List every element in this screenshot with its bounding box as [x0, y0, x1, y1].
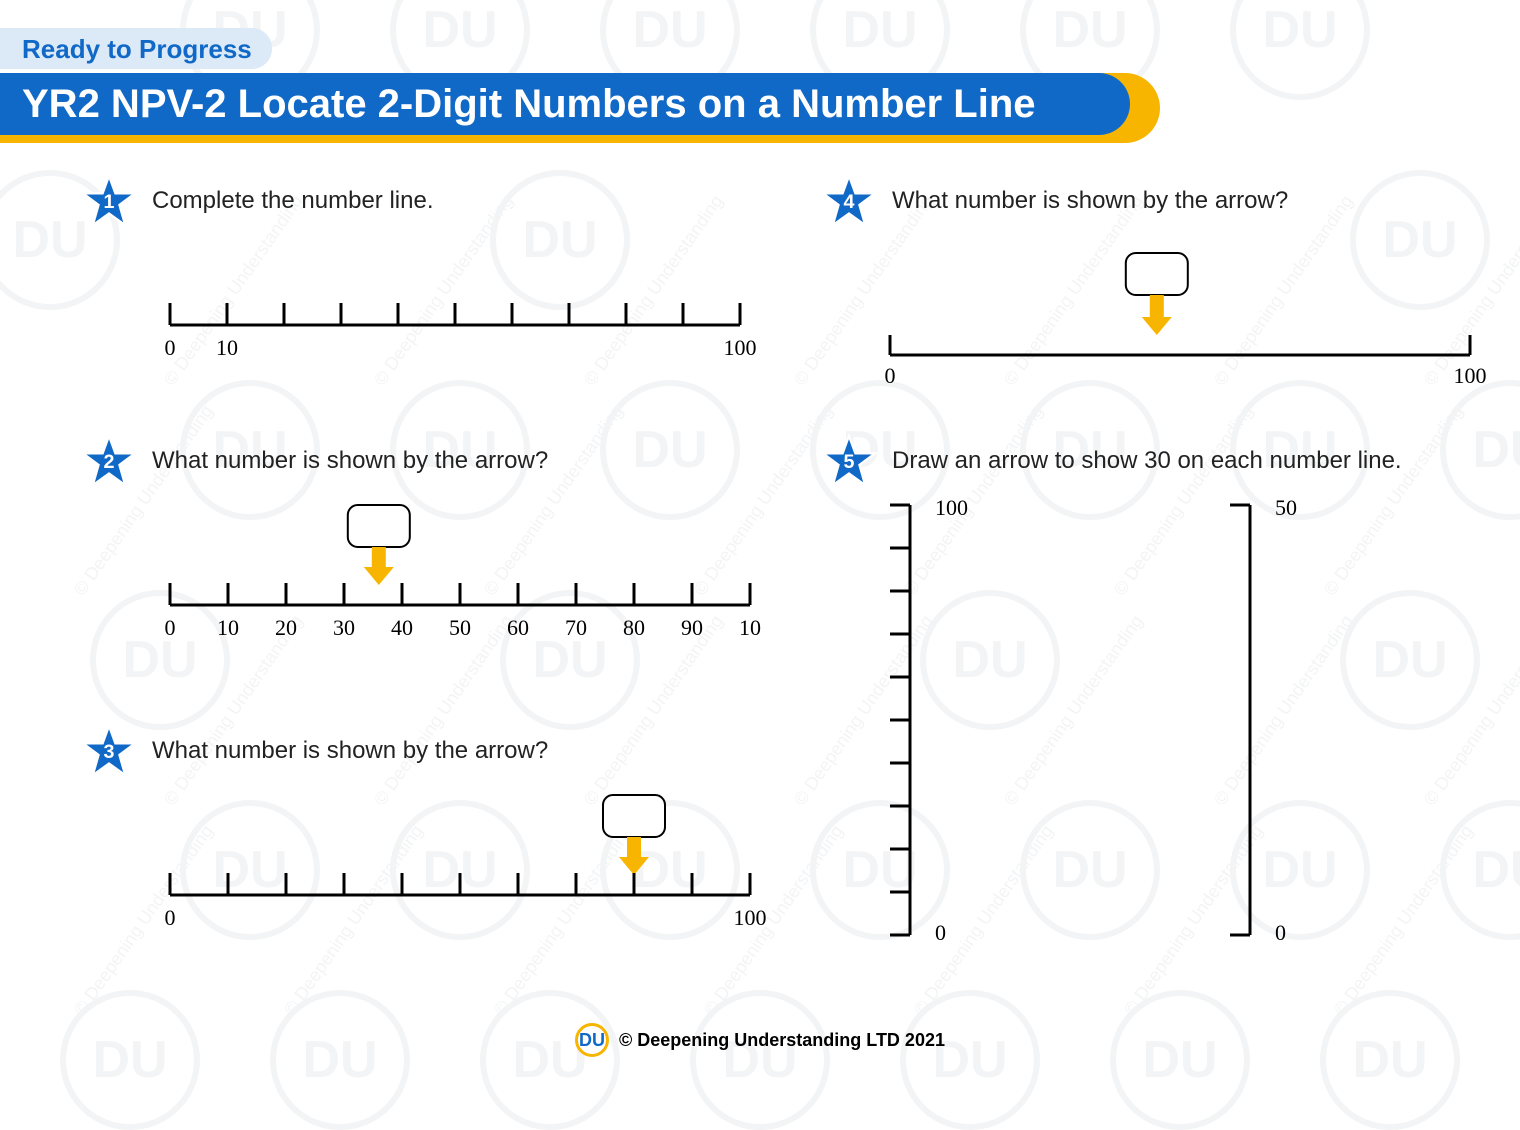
footer-logo: DU	[575, 1023, 609, 1057]
copyright-text: © Deepening Understanding LTD 2021	[619, 1030, 945, 1051]
tick-label: 70	[565, 615, 587, 640]
tick-label: 50	[449, 615, 471, 640]
star-icon: 3	[80, 723, 138, 781]
title-bar: YR2 NPV-2 Locate 2-Digit Numbers on a Nu…	[0, 73, 1520, 143]
q3-numberline: 0 100	[140, 785, 780, 950]
answer-box[interactable]	[603, 795, 665, 837]
q4-numberline: 0 100	[860, 235, 1500, 410]
question-text: What number is shown by the arrow?	[152, 433, 780, 475]
ready-to-progress-tag: Ready to Progress	[0, 28, 272, 69]
arrow-stem	[372, 547, 386, 567]
question-text: Draw an arrow to show 30 on each number …	[892, 433, 1500, 475]
star-icon: 1	[80, 173, 138, 231]
worksheet-content: 1 Complete the number line. 010100 2	[0, 143, 1520, 995]
arrow-down-icon	[619, 857, 649, 875]
numberline-svg: 0 10 20 30 40 50 60 70 80 90 10	[140, 495, 780, 665]
numberline-svg: 0 100	[860, 235, 1500, 405]
tick-label: 60	[507, 615, 529, 640]
answer-box[interactable]	[1126, 253, 1188, 295]
question-text: What number is shown by the arrow?	[892, 173, 1500, 215]
top-label: 100	[935, 495, 968, 520]
tick-label: 0	[165, 615, 176, 640]
question-5: 5 Draw an arrow to show 30 on each numbe…	[820, 433, 1500, 955]
tick-label: 80	[623, 615, 645, 640]
tick-label: 40	[391, 615, 413, 640]
arrow-stem	[627, 837, 641, 857]
question-text: What number is shown by the arrow?	[152, 723, 780, 765]
q2-numberline: 0 10 20 30 40 50 60 70 80 90 10	[140, 495, 780, 670]
tick-label: 100	[1454, 363, 1487, 388]
top-label: 50	[1275, 495, 1297, 520]
right-column: 4 What number is shown by the arrow? 0 1…	[820, 173, 1500, 995]
tick-label: 10	[216, 335, 238, 360]
worksheet-footer: DU © Deepening Understanding LTD 2021	[0, 1023, 1520, 1057]
star-number: 4	[844, 191, 855, 213]
question-text: Complete the number line.	[152, 173, 780, 215]
tick-label: 0	[885, 363, 896, 388]
star-number: 5	[844, 451, 855, 473]
tick-label: 0	[165, 335, 176, 360]
arrow-down-icon	[1142, 317, 1172, 335]
star-number: 3	[104, 741, 115, 763]
q1-numberline: 0 10 100	[140, 285, 780, 380]
page-title: YR2 NPV-2 Locate 2-Digit Numbers on a Nu…	[0, 73, 1130, 135]
tick-label: 100	[724, 335, 757, 360]
tick-label: 10	[217, 615, 239, 640]
numberline-svg: 0 100	[140, 785, 780, 945]
left-column: 1 Complete the number line. 010100 2	[80, 173, 780, 995]
answer-box[interactable]	[348, 505, 410, 547]
arrow-down-icon	[364, 567, 394, 585]
question-4: 4 What number is shown by the arrow? 0 1…	[820, 173, 1500, 393]
star-number: 2	[104, 451, 115, 473]
question-3: 3 What number is shown by the arrow? 0 10…	[80, 723, 780, 953]
star-icon: 5	[820, 433, 878, 491]
tick-label: 20	[275, 615, 297, 640]
tick-label: 30	[333, 615, 355, 640]
question-2: 2 What number is shown by the arrow? 0 10…	[80, 433, 780, 683]
star-icon: 2	[80, 433, 138, 491]
worksheet-header: Ready to Progress YR2 NPV-2 Locate 2-Dig…	[0, 0, 1520, 143]
tick-label: 0	[165, 905, 176, 930]
bottom-label: 0	[935, 920, 946, 945]
tick-label: 10	[739, 615, 761, 640]
question-1: 1 Complete the number line. 0 10 100	[80, 173, 780, 393]
vertical-numberline-right: 50 0	[1200, 485, 1340, 955]
bottom-label: 0	[1275, 920, 1286, 945]
numberline-svg: 0 10 100	[140, 285, 760, 375]
q5-vertical-lines: 100 0 50 0	[860, 485, 1500, 955]
arrow-stem	[1150, 295, 1164, 317]
tick-label: 100	[734, 905, 767, 930]
vertical-numberline-left: 100 0	[860, 485, 1000, 955]
star-number: 1	[104, 191, 115, 213]
star-icon: 4	[820, 173, 878, 231]
tick-label: 90	[681, 615, 703, 640]
